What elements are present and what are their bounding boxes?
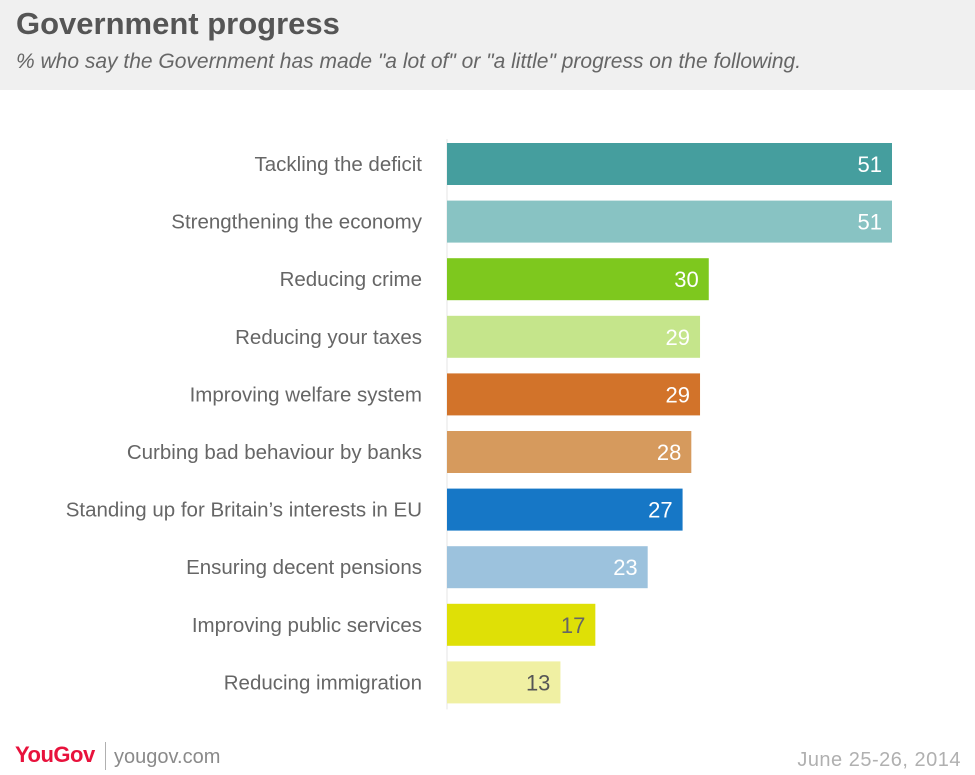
bar-chart: Tackling the deficit 51 Strengthening the … [66, 139, 892, 710]
chart-subtitle: % who say the Government has made "a lot… [16, 50, 802, 73]
data-label: 29 [666, 325, 690, 350]
data-label: 17 [561, 613, 585, 638]
data-label: 13 [526, 670, 550, 695]
bar [447, 488, 683, 531]
data-label: 28 [657, 440, 681, 465]
yougov-logo: YouGov [15, 742, 95, 767]
bar [447, 603, 596, 646]
data-label: 23 [613, 555, 637, 580]
data-label: 29 [666, 382, 690, 407]
data-label: 51 [858, 210, 882, 235]
bar [447, 258, 709, 301]
category-label: Ensuring decent pensions [186, 556, 422, 579]
header-band: Government progress % who say the Govern… [0, 0, 975, 90]
category-label: Improving public services [192, 614, 422, 637]
chart-title: Government progress [16, 6, 340, 41]
category-label: Standing up for Britain’s interests in E… [66, 499, 422, 522]
bar [447, 661, 561, 704]
category-label: Reducing crime [280, 268, 422, 291]
bar [447, 200, 892, 243]
category-label: Improving welfare system [190, 383, 422, 406]
data-label: 30 [674, 267, 698, 292]
footer-site-link[interactable]: yougov.com [114, 746, 221, 768]
category-label: Strengthening the economy [171, 211, 422, 234]
category-label: Tackling the deficit [254, 153, 422, 176]
bar [447, 546, 648, 589]
data-label: 27 [648, 498, 672, 523]
survey-date: June 25-26, 2014 [797, 749, 961, 771]
bar [447, 143, 892, 185]
category-label: Curbing bad behaviour by banks [127, 441, 422, 464]
bar [447, 431, 692, 473]
category-label: Reducing immigration [224, 671, 422, 694]
bar [447, 315, 701, 358]
category-label: Reducing your taxes [235, 326, 422, 349]
data-label: 51 [858, 152, 882, 177]
bar [447, 373, 701, 416]
footer-divider [105, 742, 106, 770]
